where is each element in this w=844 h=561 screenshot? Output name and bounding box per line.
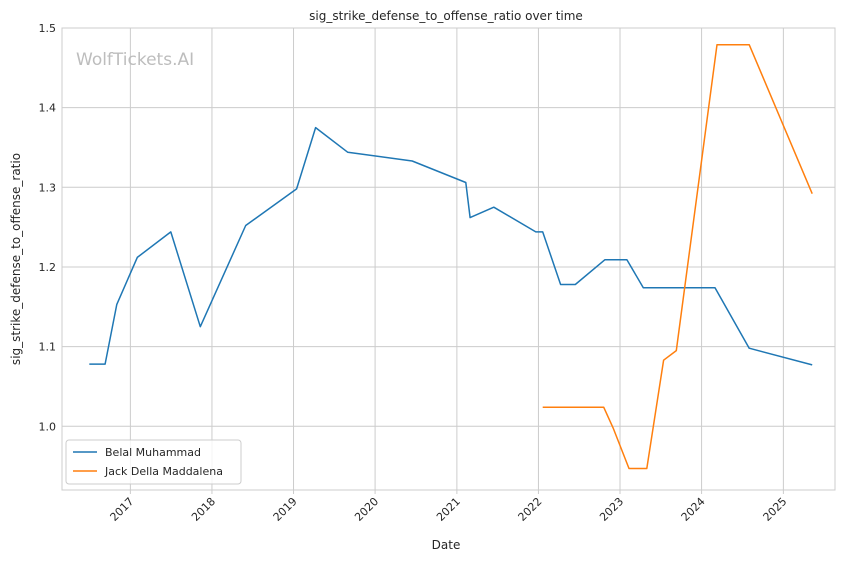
series-line-jack-della-maddalena	[542, 43, 813, 470]
x-tick-label-2018: 2018	[189, 495, 218, 524]
watermark: WolfTickets.AI	[76, 50, 194, 70]
x-tick-label-2020: 2020	[352, 495, 381, 524]
legend: Belal Muhammad Jack Della Maddalena	[65, 439, 242, 485]
legend-label-jack-della-maddalena: Jack Della Maddalena	[104, 465, 223, 478]
series-line-belal-muhammad	[89, 126, 813, 366]
legend-box	[65, 439, 242, 485]
grid	[62, 27, 835, 490]
y-tick-label-1.5: 1.5	[39, 22, 57, 35]
y-tick-label-1.1: 1.1	[39, 341, 57, 354]
chart-title: sig_strike_defense_to_offense_ratio over…	[309, 9, 583, 23]
x-tick-label-2023: 2023	[597, 495, 626, 524]
x-tick-label-2017: 2017	[108, 495, 137, 524]
legend-label-belal-muhammad: Belal Muhammad	[105, 446, 201, 459]
series-layer	[89, 43, 813, 470]
y-tick-label-1.4: 1.4	[39, 102, 57, 115]
x-axis-label: Date	[432, 538, 461, 552]
x-tick-label-2019: 2019	[271, 495, 300, 524]
x-tick-label-2024: 2024	[679, 495, 708, 524]
x-tick-label-2021: 2021	[434, 495, 463, 524]
y-tick-label-1.3: 1.3	[39, 181, 57, 194]
y-axis-ticks: 1.0 1.1 1.2 1.3 1.4 1.5	[39, 22, 57, 433]
x-axis-ticks: 2017 2018 2019 2020 2021 2022 2023 2024 2025	[108, 490, 790, 524]
plot-frame	[61, 27, 836, 491]
x-tick-label-2022: 2022	[516, 495, 545, 524]
y-axis-label: sig_strike_defense_to_offense_ratio	[9, 153, 23, 365]
y-tick-label-1.2: 1.2	[39, 261, 57, 274]
y-tick-label-1.0: 1.0	[39, 420, 57, 433]
x-tick-label-2025: 2025	[761, 495, 790, 524]
